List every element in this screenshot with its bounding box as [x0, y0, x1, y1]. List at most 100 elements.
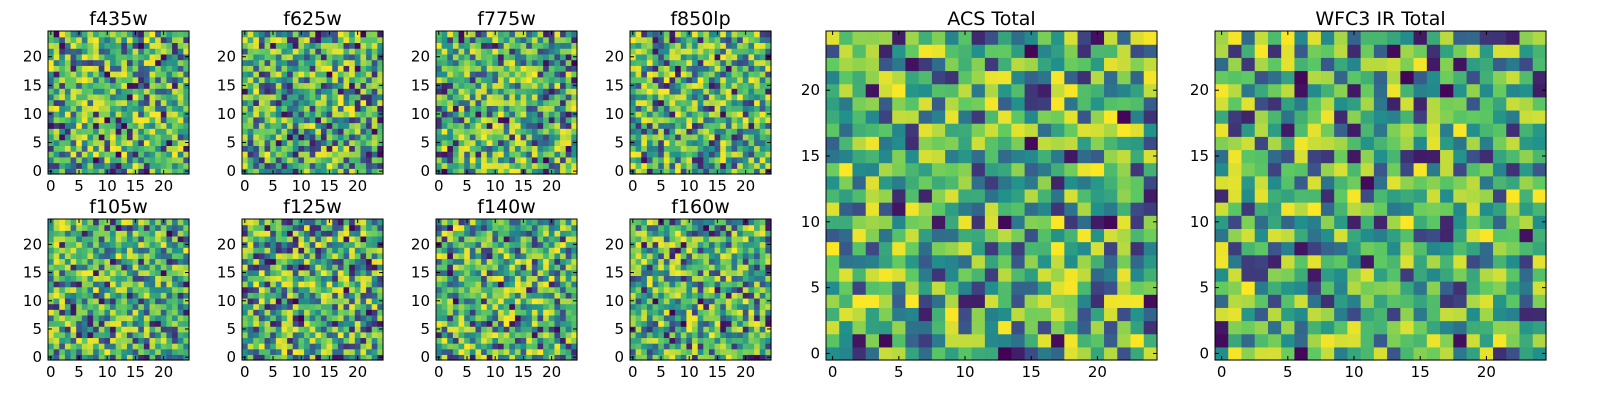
heatmap-cell: [270, 331, 277, 339]
heatmap-cell: [520, 247, 527, 254]
heatmap-cell: [475, 36, 482, 44]
heatmap-cell: [81, 230, 89, 237]
heatmap-cell: [635, 65, 642, 72]
heatmap-cell: [531, 252, 539, 260]
heatmap-cell: [121, 99, 128, 106]
heatmap-cell: [149, 168, 156, 175]
heatmap-cell: [531, 320, 539, 327]
heatmap-cell: [70, 122, 77, 129]
y-tick-label: 20: [411, 48, 430, 66]
heatmap-cell: [366, 93, 373, 101]
heatmap-cell: [48, 59, 55, 66]
heatmap-cell: [475, 337, 482, 344]
heatmap-cell: [287, 337, 294, 344]
heatmap-cell: [287, 145, 294, 152]
heatmap-cell: [635, 122, 642, 129]
heatmap-cell: [680, 76, 687, 84]
heatmap-cell: [64, 48, 72, 55]
heatmap-cell: [754, 309, 761, 316]
heatmap-cell: [464, 151, 471, 158]
heatmap-cell: [183, 145, 190, 152]
heatmap-cell: [337, 286, 345, 293]
heatmap-cell: [498, 320, 505, 327]
heatmap-cell: [309, 76, 316, 84]
heatmap-cell: [48, 337, 55, 344]
heatmap-cell: [371, 82, 378, 89]
heatmap-cell: [81, 162, 89, 169]
heatmap-cell: [132, 139, 139, 146]
heatmap-cell: [59, 219, 66, 226]
heatmap-cell: [514, 82, 522, 89]
heatmap-cell: [121, 42, 128, 49]
heatmap-cell: [366, 264, 373, 271]
heatmap-cell: [98, 76, 105, 84]
heatmap-cell: [675, 337, 682, 344]
heatmap-cell: [53, 82, 60, 89]
heatmap-cell: [349, 326, 356, 333]
heatmap-cell: [320, 235, 328, 243]
heatmap-cell: [304, 145, 311, 152]
heatmap-cell: [514, 286, 522, 293]
heatmap-cell: [509, 156, 516, 164]
heatmap-cell: [686, 314, 693, 322]
heatmap-cell: [554, 42, 561, 49]
heatmap-cell: [320, 331, 328, 339]
heatmap-cell: [315, 105, 322, 112]
heatmap-cell: [315, 162, 322, 169]
heatmap-cell: [641, 297, 648, 305]
heatmap-cell: [658, 99, 665, 106]
heatmap-cell: [759, 156, 766, 164]
heatmap-cell: [742, 348, 750, 355]
heatmap-cell: [309, 88, 316, 95]
heatmap-cell: [343, 116, 350, 124]
heatmap-cell: [275, 320, 283, 327]
heatmap-cell: [737, 281, 744, 288]
heatmap-cell: [692, 53, 699, 61]
heatmap-cell: [275, 297, 283, 305]
heatmap-cell: [70, 36, 77, 44]
heatmap-cell: [759, 105, 766, 112]
heatmap-cell: [287, 48, 294, 55]
heatmap-cell: [292, 145, 299, 152]
heatmap-cell: [692, 326, 699, 333]
heatmap-cell: [652, 156, 659, 164]
heatmap-cell: [104, 59, 111, 66]
y-tick-label: 0: [226, 162, 236, 180]
heatmap-cell: [436, 337, 443, 344]
heatmap-cell: [70, 65, 77, 72]
heatmap-cell: [104, 65, 111, 72]
heatmap-cell: [708, 105, 716, 112]
heatmap-cell: [669, 99, 676, 106]
heatmap-cell: [531, 269, 539, 276]
heatmap-cell: [177, 76, 184, 84]
heatmap-cell: [652, 269, 659, 276]
heatmap-cell: [366, 48, 373, 55]
heatmap-cell: [287, 354, 294, 361]
heatmap-cell: [680, 343, 687, 350]
heatmap-cell: [183, 31, 190, 38]
heatmap-cell: [680, 168, 687, 175]
heatmap-cell: [98, 286, 105, 293]
heatmap-cell: [560, 93, 567, 101]
heatmap-cell: [737, 156, 744, 164]
heatmap-cell: [548, 53, 556, 61]
heatmap-cell: [281, 76, 288, 84]
heatmap-cell: [366, 151, 373, 158]
heatmap-cell: [366, 99, 373, 106]
heatmap-cell: [469, 320, 477, 327]
heatmap-cell: [458, 354, 465, 361]
heatmap-cell: [641, 292, 648, 299]
heatmap-cell: [59, 264, 66, 271]
heatmap-cell: [765, 281, 772, 288]
heatmap-cell: [81, 219, 89, 226]
heatmap-cell: [275, 71, 283, 78]
heatmap-cell: [115, 162, 122, 169]
heatmap-cell: [320, 343, 328, 350]
heatmap-cell: [669, 303, 676, 310]
heatmap-cell: [121, 331, 128, 339]
heatmap-cell: [458, 151, 465, 158]
heatmap-cell: [337, 235, 345, 243]
heatmap-cell: [703, 82, 710, 89]
heatmap-cell: [765, 309, 772, 316]
heatmap-cell: [514, 151, 522, 158]
